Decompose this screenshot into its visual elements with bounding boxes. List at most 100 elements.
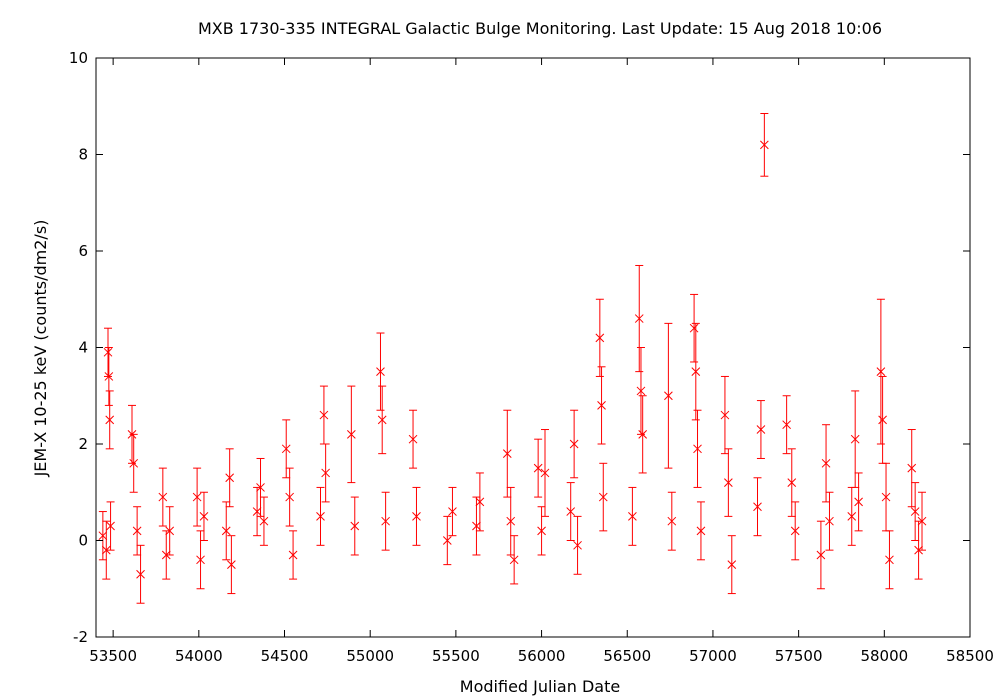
point-marker [509, 555, 519, 565]
point-marker [475, 497, 485, 507]
data-point [854, 472, 863, 532]
data-point [285, 467, 295, 527]
data-point [377, 385, 387, 455]
point-marker [597, 401, 606, 410]
data-point [907, 429, 917, 508]
point-marker [727, 560, 737, 569]
data-point [350, 496, 360, 556]
point-marker [566, 507, 576, 516]
point-marker [636, 386, 646, 396]
point-marker [569, 439, 579, 449]
data-point [910, 482, 920, 541]
point-marker [854, 497, 863, 507]
data-point [502, 409, 512, 498]
point-marker [252, 507, 262, 516]
point-marker [412, 512, 421, 521]
point-marker [691, 367, 701, 376]
point-marker [696, 526, 706, 536]
y-tick-label: -2 [73, 628, 88, 646]
data-point [316, 486, 325, 546]
y-axis-label: JEM-X 10-25 keV (counts/dm2/s) [31, 220, 50, 478]
data-point [321, 443, 330, 503]
data-point [787, 448, 797, 517]
data-point [381, 491, 390, 551]
point-marker [259, 516, 269, 526]
point-marker [533, 463, 543, 473]
point-marker [408, 434, 418, 444]
point-marker [667, 516, 677, 526]
point-marker [782, 420, 791, 430]
data-point [691, 322, 701, 421]
point-marker [285, 492, 295, 502]
x-tick-label: 56500 [603, 647, 651, 665]
point-marker [442, 536, 452, 545]
point-marker [319, 410, 329, 420]
data-point [412, 486, 421, 546]
point-marker [506, 516, 516, 526]
point-marker [502, 449, 512, 459]
data-point [132, 506, 142, 556]
x-tick-label: 58000 [860, 647, 908, 665]
data-point [850, 390, 860, 488]
point-marker [753, 502, 762, 512]
data-point [509, 535, 519, 585]
x-tick-label: 56000 [518, 647, 566, 665]
point-marker [350, 521, 360, 531]
data-point [319, 385, 329, 445]
data-point [598, 462, 608, 532]
point-marker [816, 550, 826, 560]
data-point [724, 448, 733, 517]
point-marker [850, 434, 860, 444]
data-point [537, 506, 546, 556]
data-point [475, 472, 485, 532]
point-marker [540, 468, 550, 478]
y-tick-label: 4 [78, 339, 88, 357]
point-marker [917, 516, 927, 526]
point-marker [595, 333, 605, 343]
point-marker [192, 492, 202, 502]
data-point [885, 530, 894, 590]
point-marker [288, 550, 298, 560]
data-point [756, 400, 766, 459]
point-marker [132, 526, 142, 536]
point-marker [321, 468, 330, 478]
data-point [129, 433, 139, 493]
point-marker [759, 140, 769, 150]
x-tick-label: 57500 [775, 647, 823, 665]
data-point [878, 375, 887, 464]
point-marker [377, 415, 387, 425]
data-point [573, 515, 582, 575]
x-tick-label: 57000 [689, 647, 737, 665]
data-point [595, 298, 605, 377]
data-point [816, 520, 826, 590]
data-point [104, 347, 114, 406]
chart-title: MXB 1730-335 INTEGRAL Galactic Bulge Mon… [198, 19, 882, 38]
data-point [346, 385, 356, 484]
point-marker [573, 540, 582, 550]
data-point [597, 366, 606, 445]
point-marker [878, 415, 887, 425]
point-marker [638, 429, 648, 439]
data-point [689, 293, 699, 363]
data-point [917, 491, 927, 551]
point-marker [196, 555, 205, 565]
point-marker [221, 526, 231, 536]
data-point [628, 486, 637, 546]
point-marker [756, 425, 766, 434]
point-marker [876, 367, 886, 376]
data-point [106, 501, 115, 551]
data-point [376, 332, 385, 411]
data-point [821, 424, 831, 503]
data-point [136, 544, 145, 604]
y-tick-label: 8 [78, 146, 88, 164]
point-marker [537, 526, 546, 536]
data-point [693, 409, 702, 488]
data-point [634, 264, 644, 373]
x-tick-label: 54500 [261, 647, 309, 665]
data-point [227, 535, 236, 595]
data-point [288, 530, 298, 580]
data-point [408, 409, 418, 469]
point-marker [787, 478, 797, 487]
data-point [847, 486, 857, 546]
point-marker [825, 516, 834, 526]
